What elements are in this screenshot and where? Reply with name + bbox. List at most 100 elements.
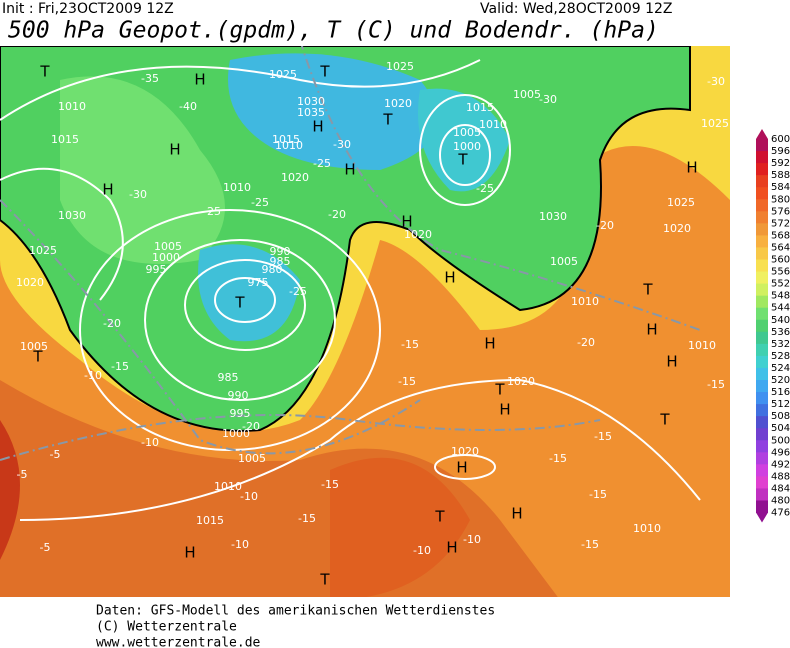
colorbar: 6005965925885845805765725685645605565525… <box>756 129 790 523</box>
map-label: T <box>434 508 445 526</box>
map-label: H <box>194 71 205 89</box>
map-label: 985 <box>270 255 291 268</box>
colorbar-label: 588 <box>771 170 790 181</box>
colorbar-label: 600 <box>771 134 790 145</box>
valid-label: Valid: Wed,28OCT2009 12Z <box>480 1 673 17</box>
map-label: 1000 <box>152 251 180 264</box>
colorbar-label: 592 <box>771 158 790 169</box>
colorbar-swatch <box>756 259 768 273</box>
map-label: H <box>184 544 195 562</box>
map-label: 1035 <box>297 106 325 119</box>
colorbar-label: 528 <box>771 351 790 362</box>
map-label: -30 <box>129 188 147 201</box>
map-label: H <box>344 161 355 179</box>
map-label: T <box>319 63 330 81</box>
map-label: 1005 <box>550 255 578 268</box>
map-label: 1020 <box>16 276 44 289</box>
colorbar-label: 548 <box>771 291 790 302</box>
colorbar-swatch <box>756 163 768 176</box>
footer-line: (C) Wetterzentrale <box>96 620 237 635</box>
colorbar-swatch <box>756 295 768 309</box>
title: 500 hPa Geopot.(gpdm), T (C) und Bodendr… <box>8 18 659 44</box>
colorbar-swatch <box>756 416 768 429</box>
map-label: 1025 <box>386 60 414 73</box>
map-label: 1015 <box>272 133 300 146</box>
colorbar-label: 516 <box>771 387 790 398</box>
colorbar-label: 480 <box>771 496 790 507</box>
colorbar-label: 552 <box>771 279 790 290</box>
colorbar-swatch <box>756 175 768 188</box>
map-label: 1020 <box>384 97 412 110</box>
map-label: 1025 <box>701 117 729 130</box>
map-label: -10 <box>84 369 102 382</box>
map-label: H <box>401 213 412 231</box>
colorbar-swatch <box>756 488 768 501</box>
colorbar-label: 476 <box>771 508 790 519</box>
map-label: H <box>484 335 495 353</box>
colorbar-swatch <box>756 199 768 212</box>
map-label: -10 <box>413 544 431 557</box>
colorbar-label: 504 <box>771 423 790 434</box>
map-label: -5 <box>50 448 61 461</box>
map-label: H <box>444 269 455 287</box>
colorbar-swatch <box>756 440 768 453</box>
colorbar-swatch <box>756 404 768 417</box>
map-label: 1010 <box>275 139 303 152</box>
colorbar-label: 572 <box>771 218 790 229</box>
map-label: -15 <box>707 378 725 391</box>
colorbar-swatch <box>756 452 768 465</box>
map-label: T <box>494 381 505 399</box>
colorbar-label: 520 <box>771 375 790 386</box>
map-label: 990 <box>228 389 249 402</box>
colorbar-swatch <box>756 476 768 489</box>
map-label: 1020 <box>281 171 309 184</box>
map-label: T <box>642 281 653 299</box>
colorbar-label: 524 <box>771 363 790 374</box>
map-label: 995 <box>146 263 167 276</box>
colorbar-swatch <box>756 151 768 164</box>
map-label: 1010 <box>214 480 242 493</box>
map-label: 1020 <box>404 228 432 241</box>
map-label: 1010 <box>223 181 251 194</box>
colorbar-label: 484 <box>771 483 790 494</box>
map-label: -15 <box>581 538 599 551</box>
colorbar-swatch <box>756 380 768 393</box>
map-label: -15 <box>321 478 339 491</box>
colorbar-label: 512 <box>771 399 790 410</box>
colorbar-swatch <box>756 235 768 248</box>
map-label: -30 <box>707 75 725 88</box>
colorbar-swatch <box>756 139 768 152</box>
map-label: 1005 <box>513 88 541 101</box>
colorbar-label: 596 <box>771 146 790 157</box>
colorbar-label: 508 <box>771 411 790 422</box>
map-label: -20 <box>577 336 595 349</box>
map-label: 1010 <box>479 118 507 131</box>
colorbar-swatch <box>756 367 768 381</box>
map-label: -25 <box>313 157 331 170</box>
map-label: 1030 <box>297 95 325 108</box>
map-label: -15 <box>298 512 316 525</box>
map-label: 1010 <box>633 522 661 535</box>
map-label: -10 <box>141 436 159 449</box>
map-label: 1010 <box>688 339 716 352</box>
map-label: -25 <box>251 196 269 209</box>
map-label: H <box>499 401 510 419</box>
map-label: -10 <box>231 538 249 551</box>
map-label: H <box>456 459 467 477</box>
colorbar-label: 492 <box>771 459 790 470</box>
map-label: 990 <box>270 245 291 258</box>
colorbar-swatch <box>756 271 768 285</box>
colorbar-label: 576 <box>771 206 790 217</box>
map-label: 1025 <box>29 244 57 257</box>
colorbar-label: 544 <box>771 303 790 314</box>
colorbar-label: 532 <box>771 339 790 350</box>
map-label: 980 <box>262 263 283 276</box>
colorbar-swatch <box>756 428 768 441</box>
map-label: -5 <box>17 468 28 481</box>
map-label: 1025 <box>667 196 695 209</box>
colorbar-label: 564 <box>771 242 790 253</box>
map-label: 1015 <box>51 133 79 146</box>
map-label: T <box>319 571 330 589</box>
colorbar-swatch <box>756 343 768 357</box>
map-label: H <box>646 321 657 339</box>
